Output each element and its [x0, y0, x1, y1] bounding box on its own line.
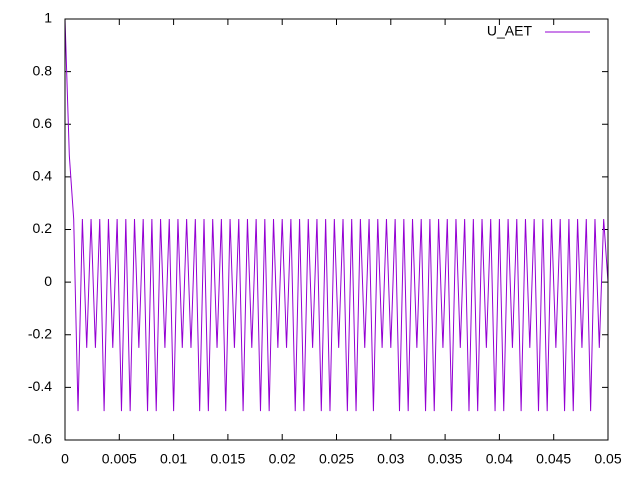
x-tick-label: 0.005: [102, 451, 137, 467]
plot-border: [64, 18, 609, 441]
x-tick-label: 0: [61, 451, 69, 467]
legend-label: U_AET: [487, 23, 533, 39]
x-tick-label: 0.035: [428, 451, 463, 467]
x-tick-label: 0.02: [269, 451, 296, 467]
y-tick-label: 0.4: [33, 168, 53, 184]
x-tick-label: 0.03: [377, 451, 404, 467]
x-tick-label: 0.01: [160, 451, 187, 467]
x-tick-label: 0.015: [210, 451, 245, 467]
y-tick-label: -0.4: [28, 378, 52, 394]
y-tick-label: -0.6: [28, 431, 52, 447]
y-tick-label: 1: [44, 10, 52, 26]
y-tick-label: 0: [44, 273, 52, 289]
y-tick-label: -0.2: [28, 325, 52, 341]
y-tick-label: 0.8: [33, 62, 53, 78]
x-tick-label: 0.05: [594, 451, 621, 467]
x-tick-label: 0.04: [486, 451, 513, 467]
x-tick-label: 0.025: [319, 451, 354, 467]
x-tick-label: 0.045: [536, 451, 571, 467]
y-tick-label: 0.2: [33, 220, 53, 236]
series-line: [64, 18, 609, 412]
y-tick-label: 0.6: [33, 115, 53, 131]
